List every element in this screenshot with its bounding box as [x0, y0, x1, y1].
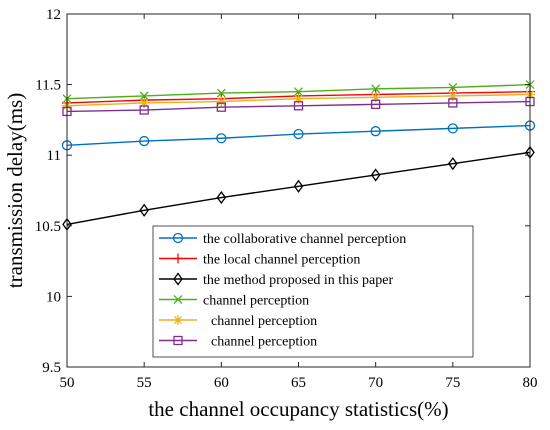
legend-marker: [173, 315, 183, 325]
y-tick-label: 11.5: [35, 78, 61, 94]
y-tick-label: 9.5: [42, 360, 61, 376]
legend-marker: [173, 335, 183, 346]
legend-box: [152, 225, 474, 358]
data-point: [370, 92, 381, 103]
x-tick-label: 80: [523, 375, 538, 391]
data-point: [448, 157, 458, 171]
data-point: [293, 179, 304, 193]
data-point: [293, 93, 304, 104]
legend-marker: [173, 253, 183, 264]
data-point: [216, 190, 227, 205]
y-tick-label: 10.5: [35, 219, 61, 235]
legend-entry-6: channel perception: [159, 335, 317, 350]
chart-marks: [61, 80, 536, 231]
legend-entry-4: channel perception: [159, 294, 309, 309]
legend-entry-2: the local channel perception: [159, 253, 360, 268]
data-point: [370, 168, 381, 182]
x-axis-label: the channel occupancy statistics(%): [148, 397, 448, 421]
data-point: [294, 87, 303, 97]
data-point: [448, 82, 458, 92]
series-line: [66, 100, 531, 113]
data-point: [139, 97, 150, 108]
legend-marker: [172, 232, 184, 244]
data-point: [447, 123, 458, 134]
data-point: [447, 90, 458, 101]
data-point: [139, 91, 149, 101]
data-point: [216, 102, 226, 112]
series-6: [62, 96, 535, 117]
legend-label: the method proposed in this paper: [203, 273, 393, 288]
data-point: [370, 126, 381, 137]
x-tick-label: 50: [60, 375, 75, 391]
series-line: [66, 151, 531, 226]
x-tick-label: 65: [291, 375, 306, 391]
data-point: [448, 98, 458, 108]
data-point: [216, 133, 227, 144]
data-point: [216, 88, 226, 98]
x-tick-label: 75: [445, 375, 460, 391]
legend-marker: [173, 272, 183, 286]
data-point: [139, 135, 150, 147]
series-line: [66, 124, 531, 147]
data-point: [293, 128, 304, 140]
x-tick-label: 60: [214, 375, 229, 391]
legend-label: the local channel perception: [203, 253, 360, 268]
data-point: [371, 99, 381, 110]
y-tick-label: 12: [46, 7, 61, 23]
x-tick-label: 70: [368, 375, 383, 391]
data-point: [371, 84, 381, 94]
y-tick-label: 10: [46, 289, 61, 305]
legend-entry-5: channel perception: [159, 314, 317, 329]
legend-label: channel perception: [211, 335, 317, 350]
data-point: [139, 203, 149, 217]
legend-label: the collaborative channel perception: [203, 232, 406, 247]
y-axis-label: transmission delay(ms): [3, 93, 27, 288]
legend-entry-1: the collaborative channel perception: [159, 232, 406, 247]
legend-marker: [173, 295, 183, 304]
series-3: [62, 145, 535, 231]
data-point: [216, 96, 227, 107]
legend-label: channel perception: [203, 294, 309, 309]
axis-ticks: 50 55 60 65 70 75 80 9.5 10 10.5 11 11.5 12: [35, 7, 538, 391]
data-point: [293, 101, 304, 111]
legend-entry-3: the method proposed in this paper: [159, 272, 393, 288]
x-tick-label: 55: [137, 375, 152, 391]
legend-label: channel perception: [211, 314, 317, 329]
legend: the collaborative channel perception the …: [152, 225, 474, 358]
y-tick-label: 11: [47, 148, 61, 164]
data-point: [139, 105, 149, 115]
